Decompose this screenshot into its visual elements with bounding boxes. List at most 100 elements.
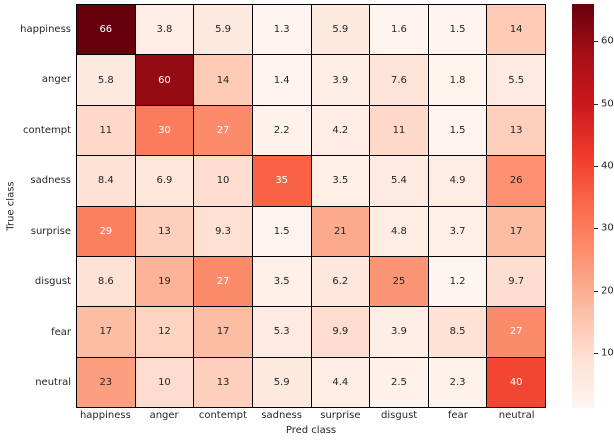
heatmap-cell: 8.5	[428, 307, 487, 357]
x-axis-tick-labels: happiness anger contempt sadness surprise dis…	[76, 410, 546, 421]
colorbar-tick-mark	[594, 103, 598, 105]
heatmap-cell: 6.9	[135, 156, 194, 206]
cell-value: 66	[99, 24, 113, 36]
heatmap-cell: 27	[194, 105, 252, 156]
heatmap-cell: 14	[194, 55, 252, 105]
x-tick-label: contempt	[198, 410, 247, 421]
heatmap-cell: 1.2	[428, 256, 487, 307]
heatmap-cell: 66	[77, 5, 135, 55]
cell-value: 40	[509, 376, 523, 388]
cell-value: 17	[509, 225, 523, 237]
cell-value: 1.2	[449, 276, 466, 288]
cell-value: 3.9	[332, 74, 349, 86]
heatmap-cell: 14	[487, 5, 545, 55]
colorbar-tick-mark	[594, 353, 598, 355]
cell-value: 17	[99, 326, 113, 338]
heatmap-cell: 1.4	[252, 55, 311, 105]
colorbar-tick-mark	[594, 290, 598, 292]
cell-value: 10	[158, 376, 171, 388]
heatmap-cell: 3.5	[311, 156, 370, 206]
x-tick-label: surprise	[320, 410, 361, 421]
heatmap-cell: 9.9	[311, 307, 370, 357]
heatmap-cell: 2.5	[370, 357, 428, 407]
cell-value: 21	[333, 225, 347, 237]
heatmap-cell: 13	[487, 105, 545, 156]
heatmap-cell: 1.5	[428, 105, 487, 156]
cell-value: 23	[99, 376, 113, 388]
colorbar-tick-label: 50	[601, 98, 614, 110]
heatmap-cell: 17	[487, 206, 545, 256]
colorbar-tick-label: 40	[601, 160, 614, 172]
cell-value: 6.2	[332, 276, 349, 288]
heatmap-cell: 5.5	[487, 55, 545, 105]
heatmap-cell: 4.4	[311, 357, 370, 407]
cell-value: 19	[158, 276, 171, 288]
heatmap-cell: 17	[77, 307, 135, 357]
cell-value: 4.2	[332, 124, 349, 136]
heatmap-cell: 9.3	[194, 206, 252, 256]
cell-value: 3.7	[449, 225, 466, 237]
heatmap-cell: 3.5	[252, 256, 311, 307]
x-tick-label: disgust	[381, 410, 418, 421]
cell-value: 17	[216, 326, 230, 338]
colorbar-tick-mark	[594, 166, 598, 168]
heatmap-cell: 13	[135, 206, 194, 256]
cell-value: 27	[216, 124, 230, 136]
cell-value: 9.7	[508, 276, 525, 288]
cell-value: 27	[216, 276, 230, 288]
x-tick-label: fear	[447, 410, 468, 421]
heatmap-cell: 30	[135, 105, 194, 156]
heatmap-cell: 13	[194, 357, 252, 407]
heatmap-cell: 5.3	[252, 307, 311, 357]
cell-value: 5.9	[273, 376, 290, 388]
y-tick-label: neutral	[35, 377, 71, 389]
cell-value: 5.3	[273, 326, 290, 338]
cell-value: 5.5	[508, 74, 525, 86]
cell-value: 8.4	[97, 175, 114, 187]
cell-value: 1.4	[273, 74, 290, 86]
heatmap-cell: 1.6	[370, 5, 428, 55]
colorbar-tick-label: 10	[601, 347, 614, 359]
colorbar-tick-mark	[594, 228, 598, 230]
cell-value: 14	[509, 24, 523, 36]
y-tick-label: contempt	[22, 124, 71, 136]
heatmap-cell: 26	[487, 156, 545, 206]
cell-value: 27	[509, 326, 523, 338]
cell-value: 1.5	[449, 24, 466, 36]
cell-value: 3.9	[390, 326, 407, 338]
heatmap-cell: 9.7	[487, 256, 545, 307]
heatmap-cell: 3.9	[311, 55, 370, 105]
cell-value: 2.5	[390, 376, 407, 388]
heatmap-cell: 1.8	[428, 55, 487, 105]
heatmap-cell: 2.3	[428, 357, 487, 407]
heatmap-cell: 23	[77, 357, 135, 407]
cell-value: 3.5	[332, 175, 349, 187]
heatmap-cell: 6.2	[311, 256, 370, 307]
heatmap-cell: 21	[311, 206, 370, 256]
cell-value: 8.6	[97, 276, 114, 288]
cell-value: 1.5	[273, 225, 290, 237]
cell-value: 13	[216, 376, 230, 388]
heatmap-cell: 3.7	[428, 206, 487, 256]
colorbar-tick-mark	[594, 41, 598, 43]
cell-value: 9.9	[332, 326, 349, 338]
cell-value: 7.6	[390, 74, 407, 86]
cell-value: 25	[392, 276, 406, 288]
cell-value: 5.9	[332, 24, 349, 36]
cell-value: 10	[216, 175, 230, 187]
heatmap-cell: 3.8	[135, 5, 194, 55]
x-tick-label: sadness	[261, 410, 302, 421]
x-tick-label: anger	[149, 410, 179, 421]
heatmap-cell: 8.6	[77, 256, 135, 307]
heatmap-cell: 1.3	[252, 5, 311, 55]
heatmap-cell: 2.2	[252, 105, 311, 156]
cell-value: 4.8	[390, 225, 407, 237]
heatmap-cell: 35	[252, 156, 311, 206]
colorbar-tick-label: 30	[601, 222, 614, 234]
heatmap-cell: 5.9	[252, 357, 311, 407]
cell-value: 4.4	[332, 376, 349, 388]
heatmap-cell: 4.2	[311, 105, 370, 156]
cell-value: 1.5	[449, 124, 466, 136]
heatmap-cell: 1.5	[428, 5, 487, 55]
cell-value: 11	[392, 124, 406, 136]
